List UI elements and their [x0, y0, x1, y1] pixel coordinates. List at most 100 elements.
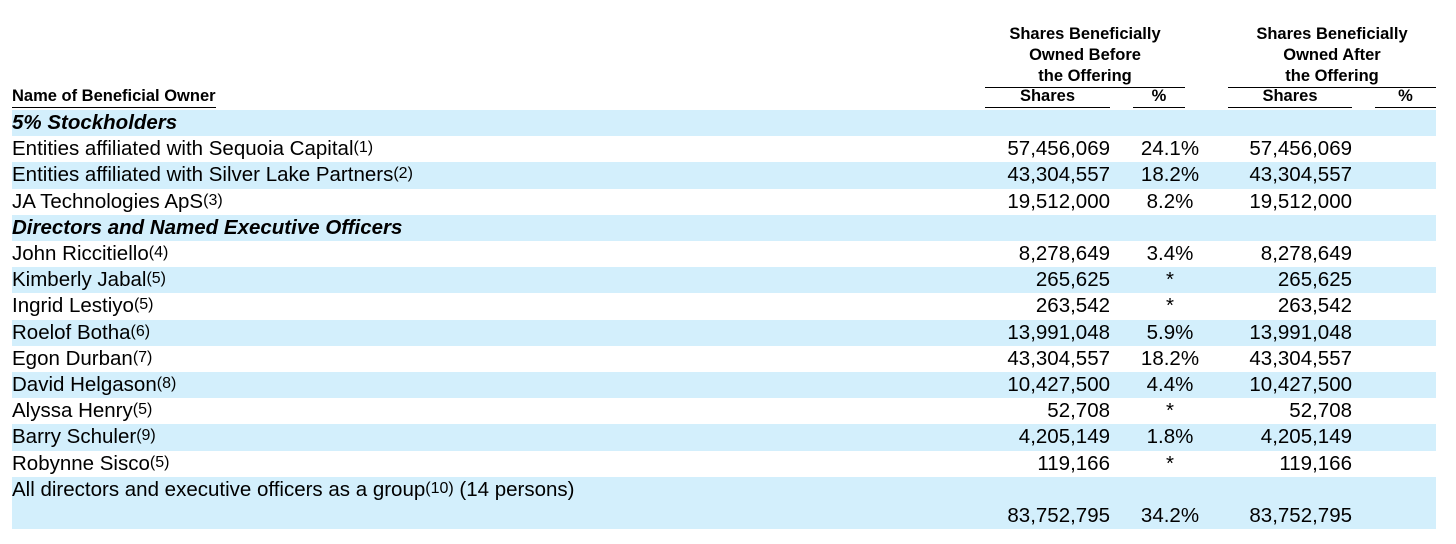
group-header-line: the Offering [1285, 67, 1379, 85]
group-header-line: Shares Beneficially [1009, 25, 1161, 43]
percent-before: * [1166, 268, 1174, 292]
percent-before: * [1166, 399, 1174, 423]
group-header-line: Shares Beneficially [1256, 25, 1408, 43]
table-row: David Helgason(8) 10,427,500 4.4% 10,427,50… [12, 372, 1436, 400]
shares-after: 83,752,795 [1249, 503, 1352, 527]
shares-after: 43,304,557 [1249, 163, 1352, 187]
footnote-ref: (8) [156, 375, 177, 392]
group-header-line: the Offering [1038, 67, 1132, 85]
owner-name-text: Barry Schuler [12, 425, 137, 449]
owner-name: Barry Schuler(9) [12, 424, 156, 452]
table-row: Roelof Botha(6) 13,991,048 5.9% 13,991,048 [12, 319, 1436, 346]
owner-name: John Riccitiello(4) [12, 241, 168, 269]
percent-before: * [1166, 294, 1174, 318]
owner-name-text: Ingrid Lestiyo [12, 294, 134, 318]
percent-before: 4.4% [1146, 373, 1194, 396]
shares-before: 43,304,557 [1007, 346, 1110, 370]
owner-name: Robynne Sisco(5) [12, 451, 169, 479]
shares-before: 119,166 [1037, 451, 1110, 475]
owner-name-text: David Helgason [12, 373, 157, 396]
owner-name-text: Kimberly Jabal [12, 268, 147, 292]
table-row: Robynne Sisco(5) 119,166 * 119,166 [12, 451, 1436, 477]
group-header-before: Shares Beneficially Owned Before the Offer… [985, 24, 1185, 88]
footnote-ref: (1) [353, 139, 374, 157]
table-row: Ingrid Lestiyo(5) 263,542 * 263,542 [12, 293, 1436, 319]
group-header-line: Owned After [1283, 46, 1381, 64]
owner-name: Entities affiliated with Sequoia Capital… [12, 136, 373, 164]
percent-before: 18.2% [1140, 346, 1200, 370]
footnote-ref: (5) [132, 401, 153, 419]
shares-before: 13,991,048 [1007, 320, 1110, 344]
owner-name: All directors and executive officers as … [12, 477, 575, 505]
section-heading: 5% Stockholders [12, 111, 178, 134]
table-row: Barry Schuler(9) 4,205,149 1.8% 4,205,149 [12, 424, 1436, 452]
shares-before: 57,456,069 [1007, 137, 1110, 161]
owner-name-text: JA Technologies ApS [12, 189, 204, 213]
shares-after: 4,205,149 [1260, 425, 1352, 449]
table-row: JA Technologies ApS(3) 19,512,000 8.2% 19,5… [12, 189, 1436, 215]
owner-name-text: Entities affiliated with Sequoia Capital [12, 137, 354, 161]
table-row: John Riccitiello(4) 8,278,649 3.4% 8,278,64… [12, 241, 1436, 267]
table-row: Egon Durban(7) 43,304,557 18.2% 43,304,557 [12, 346, 1436, 372]
shares-after: 8,278,649 [1260, 242, 1352, 265]
percent-before: 24.1% [1140, 137, 1200, 161]
shares-before: 4,205,149 [1018, 425, 1110, 449]
group-header-line: Owned Before [1029, 46, 1141, 64]
table-row: Kimberly Jabal(5) 265,625 * 265,625 [12, 267, 1436, 295]
shares-after: 43,304,557 [1249, 346, 1352, 370]
table-row: All directors and executive officers as … [12, 476, 1436, 529]
percent-before: 18.2% [1140, 163, 1200, 187]
footnote-ref: (9) [136, 427, 156, 445]
table-row: Entities affiliated with Silver Lake Par… [12, 162, 1436, 190]
owner-name-text: Entities affiliated with Silver Lake Par… [12, 163, 394, 187]
owner-name: Alyssa Henry(5) [12, 398, 152, 426]
shares-before: 52,708 [1047, 399, 1110, 423]
name-header: Name of Beneficial Owner [12, 86, 216, 108]
owner-name-text: John Riccitiello [12, 242, 149, 265]
percent-before: * [1166, 451, 1174, 475]
column-header: Shares [985, 86, 1110, 108]
table-row: Alyssa Henry(5) 52,708 * 52,708 [12, 398, 1436, 424]
table-row: Entities affiliated with Sequoia Capital… [12, 136, 1436, 162]
footnote-ref: (5) [149, 453, 170, 471]
percent-before: 8.2% [1146, 189, 1194, 213]
owner-name-suffix: (14 persons) [459, 477, 575, 501]
shares-before: 265,625 [1035, 268, 1110, 292]
shares-before: 83,752,795 [1007, 503, 1110, 527]
footnote-ref: (6) [130, 322, 151, 340]
shares-after: 265,625 [1277, 268, 1352, 292]
owner-name: Egon Durban(7) [12, 346, 152, 374]
section-heading: Directors and Named Executive Officers [12, 215, 403, 239]
owner-name-text: Roelof Botha [12, 320, 131, 344]
column-header: Shares [1228, 86, 1352, 108]
owner-name: David Helgason(8) [12, 372, 176, 400]
shares-after: 57,456,069 [1249, 137, 1352, 161]
shares-before: 19,512,000 [1007, 189, 1110, 213]
owner-name: Kimberly Jabal(5) [12, 267, 166, 295]
footnote-ref: (3) [203, 191, 223, 209]
owner-name-text: Egon Durban [12, 346, 133, 370]
percent-before: 34.2% [1140, 503, 1200, 527]
footnote-ref: (10) [425, 479, 454, 497]
footnote-ref: (7) [132, 348, 153, 366]
shares-after: 263,542 [1277, 294, 1352, 318]
table-row: Directors and Named Executive Officers [12, 214, 1436, 241]
shares-after: 10,427,500 [1249, 373, 1352, 396]
shares-after: 52,708 [1289, 399, 1352, 423]
percent-before: 3.4% [1146, 242, 1194, 265]
percent-before: 1.8% [1146, 425, 1194, 449]
shares-after: 19,512,000 [1249, 189, 1352, 213]
shares-before: 263,542 [1035, 294, 1110, 318]
shares-before: 43,304,557 [1007, 163, 1110, 187]
owner-name: JA Technologies ApS(3) [12, 189, 223, 217]
owner-name-text: Robynne Sisco [12, 451, 150, 475]
shares-before: 10,427,500 [1007, 373, 1110, 396]
footnote-ref: (5) [133, 296, 154, 314]
owner-name-text: Alyssa Henry [12, 399, 133, 423]
column-header: % [1375, 86, 1436, 108]
owner-name: Entities affiliated with Silver Lake Par… [12, 162, 413, 190]
shares-before: 8,278,649 [1018, 242, 1110, 265]
column-header: % [1133, 86, 1185, 108]
group-header-after: Shares Beneficially Owned After the Offeri… [1228, 24, 1436, 88]
